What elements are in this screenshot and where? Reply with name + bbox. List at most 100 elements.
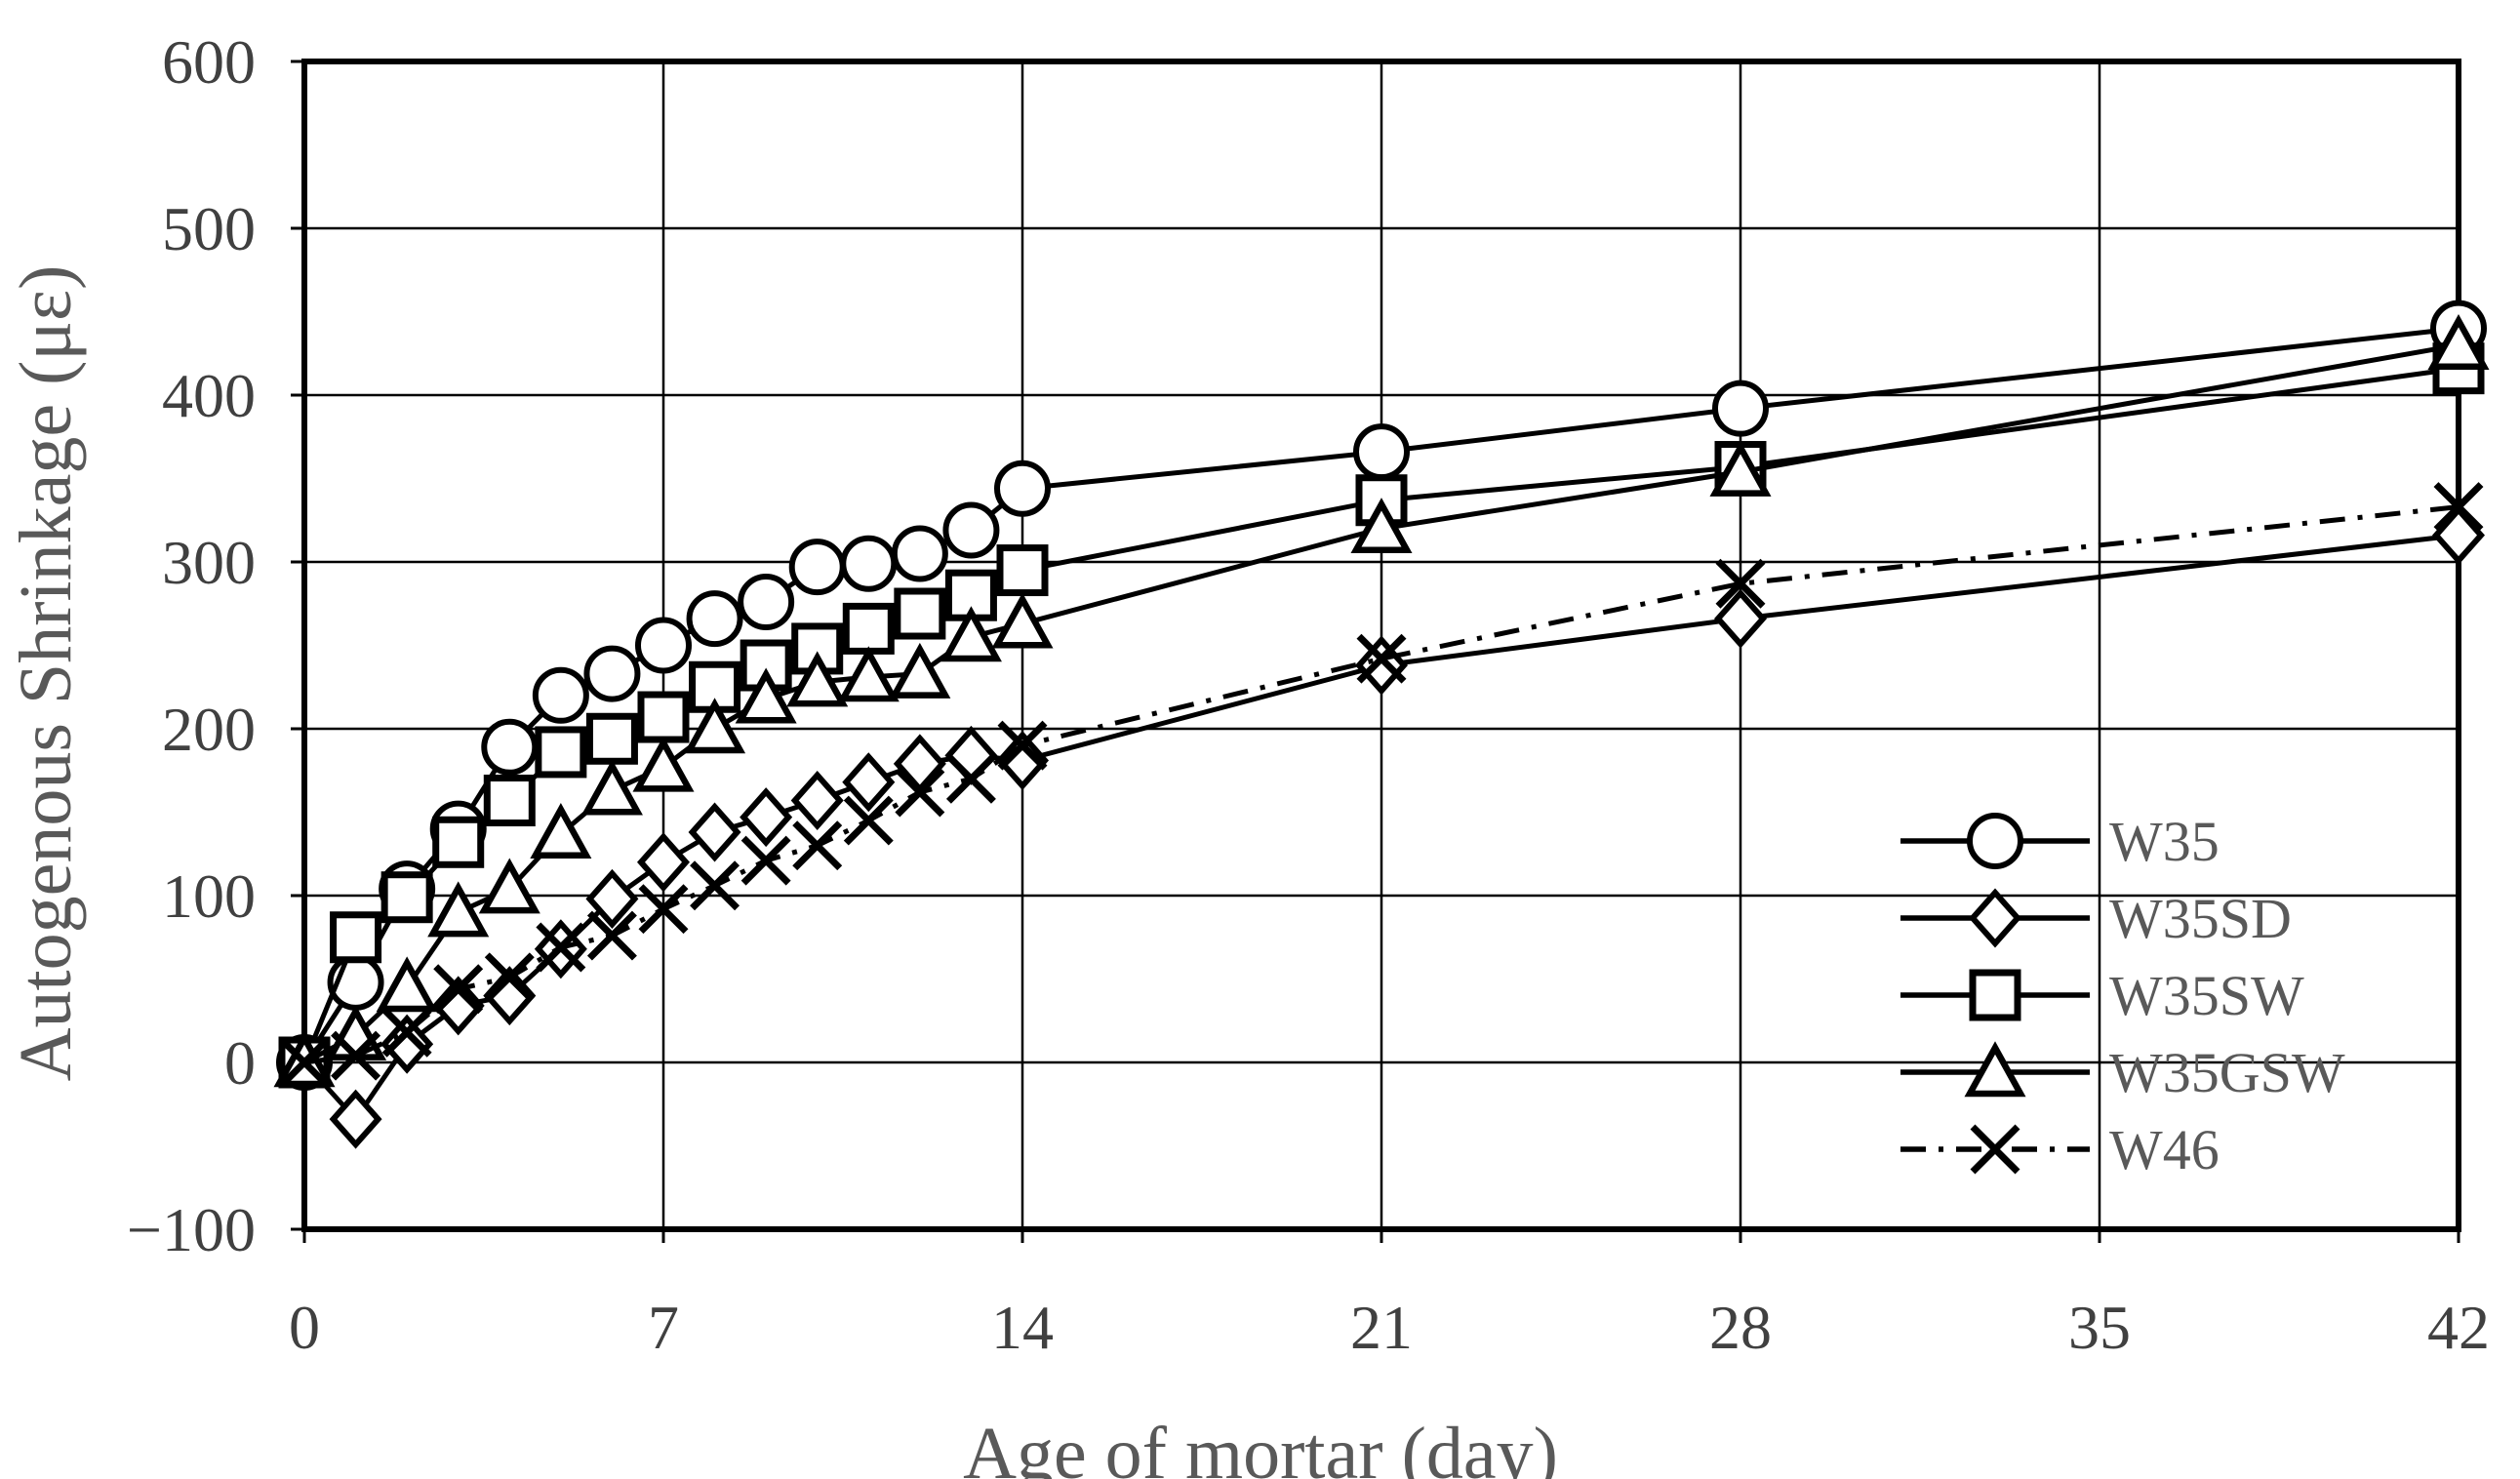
marker-square [483,775,536,827]
marker-diamond [483,966,537,1026]
legend-label-W35: W35 [2109,810,2220,873]
marker-triangle [632,736,695,792]
legend-label-W35GSW: W35GSW [2109,1041,2345,1104]
marker-x [945,753,996,804]
marker-triangle [580,759,643,816]
marker-triangle [1709,440,1772,497]
marker-square [432,816,485,868]
marker-diamond [790,771,844,831]
tick-labels: 600 500 400 300 200 100 0 −100 0 7 14 21 28 35 42 [127,27,2490,1362]
xtick-label-21: 21 [1350,1293,1413,1362]
ytick-label-0: 0 [224,1028,256,1098]
marker-square [996,544,1049,597]
marker-circle [1967,813,2023,869]
marker-x [792,820,843,871]
legend: W35 W35SD W35SW W35GSW W46 [1900,810,2345,1181]
marker-diamond [329,1089,382,1149]
marker-triangle [478,858,540,914]
xtick-label-35: 35 [2068,1293,2131,1362]
marker-diamond [688,802,741,862]
marker-x [1970,1124,2020,1175]
marker-x [1356,633,1407,684]
marker-triangle [991,592,1054,649]
marker-square [637,691,690,743]
marker-x [690,860,740,911]
xtick-label-7: 7 [648,1293,679,1362]
marker-circle [686,590,743,648]
marker-triangle [1964,1041,2026,1098]
marker-diamond [585,868,639,929]
xtick-label-42: 42 [2427,1293,2490,1362]
marker-x [1715,558,1766,609]
series-W46 [279,482,2484,1088]
marker-diamond [380,1014,434,1074]
x-axis-title: Age of mortar (day) [963,1413,1558,1479]
ytick-label--100: −100 [127,1195,256,1264]
ytick-label-500: 500 [162,194,256,263]
marker-triangle [735,667,797,724]
marker-triangle [684,698,746,754]
marker-square [380,871,433,924]
series-W35GSW [273,313,2490,1088]
marker-triangle [376,956,438,1013]
marker-diamond [893,734,946,794]
marker-triangle [1350,498,1413,554]
marker-circle [788,539,846,596]
ytick-label-200: 200 [162,695,256,764]
marker-square [791,622,844,675]
legend-item-W46: W46 [1900,1118,2220,1181]
marker-square [585,712,638,765]
marker-diamond [1968,888,2022,948]
xtick-label-28: 28 [1709,1293,1772,1362]
marker-x [536,922,586,973]
legend-label-W35SD: W35SD [2109,887,2292,950]
series-line-W46 [303,504,2460,1065]
marker-triangle [2427,313,2490,370]
marker-diamond [2431,505,2486,566]
marker-circle [1712,380,1769,437]
marker-diamond [740,787,793,848]
marker-circle [891,525,948,582]
marker-x [484,952,535,1003]
marker-circle [1353,423,1410,481]
ytick-label-300: 300 [162,528,256,597]
marker-diamond [995,730,1050,791]
ytick-label-100: 100 [162,861,256,931]
marker-circle [994,460,1051,517]
marker-x [586,910,637,961]
marker-diamond [636,832,691,893]
marker-triangle [837,646,900,702]
marker-diamond [944,725,998,785]
marker-diamond [842,752,896,813]
xtick-label-14: 14 [991,1293,1054,1362]
marker-x [279,1037,330,1088]
marker-triangle [427,881,490,938]
marker-diamond [1713,588,1768,649]
marker-x [895,767,945,818]
marker-square [535,726,587,779]
marker-x [2433,482,2484,533]
legend-item-W35: W35 [1900,810,2220,873]
marker-x [638,884,689,935]
y-axis-title: Autogenous Shrinkage (με) [5,265,87,1082]
marker-x [997,720,1048,771]
marker-x [843,795,894,846]
marker-triangle [889,642,951,699]
marker-circle [583,645,641,702]
marker-circle [635,617,692,674]
marker-circle [840,535,898,592]
legend-item-W35GSW: W35GSW [1900,1041,2345,1104]
marker-x [740,835,791,886]
legend-item-W35SD: W35SD [1900,887,2292,950]
legend-item-W35SW: W35SW [1900,964,2304,1027]
xtick-label-0: 0 [289,1293,320,1362]
marker-square [842,602,895,655]
marker-diamond [431,976,485,1036]
marker-circle [738,574,795,631]
marker-triangle [786,651,849,707]
marker-x [381,1007,432,1058]
legend-label-W46: W46 [2109,1118,2220,1181]
marker-circle [481,718,539,776]
